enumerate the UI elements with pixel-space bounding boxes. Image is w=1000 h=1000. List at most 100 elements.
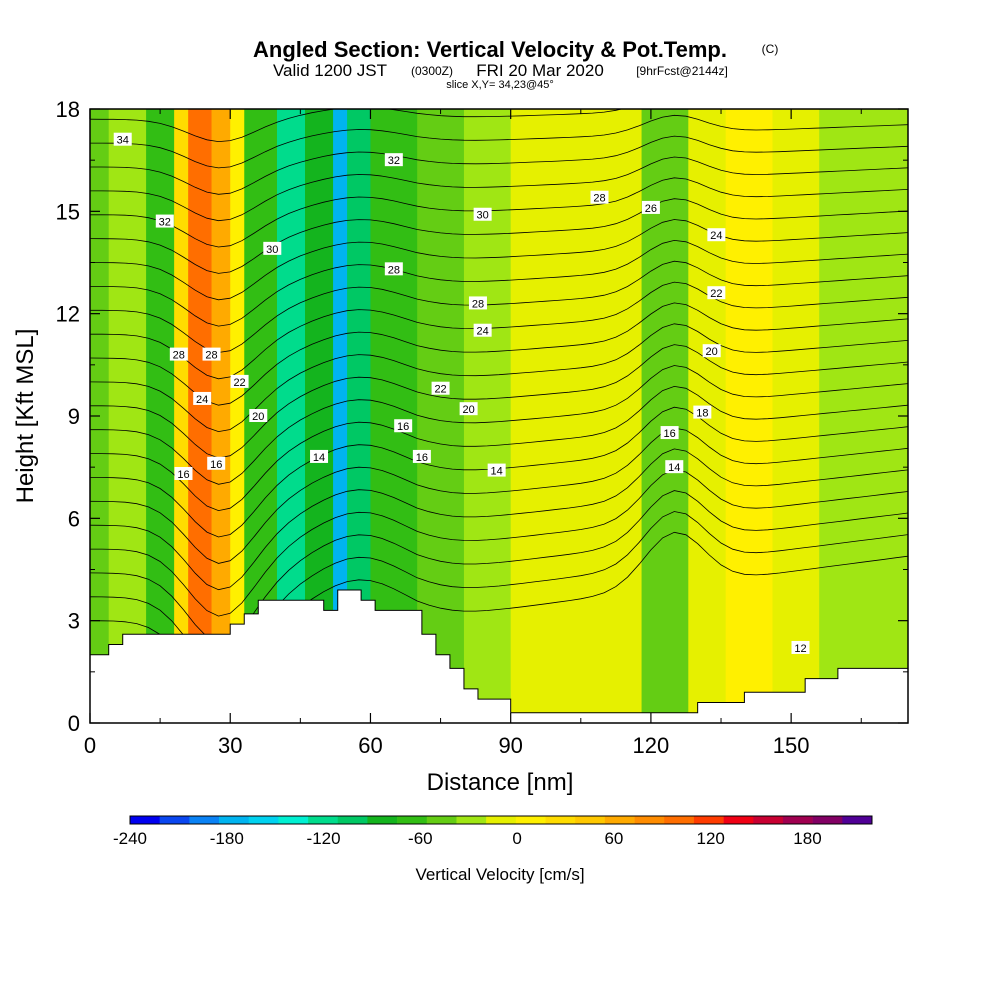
copyright-mark: (C): [762, 42, 779, 56]
plot-area: 34 32 30 32 30 28 28 26 24 22 20 18 16 14 28 28 24 22 20 16…: [90, 109, 908, 723]
theta-contour-9: [90, 344, 908, 459]
y-tick-label-18: 18: [56, 97, 80, 122]
velocity-band-5: [211, 109, 231, 723]
theta-contour-20: [90, 114, 908, 169]
contour-label-bg-1: [155, 214, 174, 228]
contour-label-1: 32: [159, 217, 171, 229]
contour-label-2: 30: [266, 244, 278, 256]
colorbar-swatch-2: [189, 816, 220, 824]
colorbar-swatch-12: [486, 816, 517, 824]
colorbar-swatch-21: [753, 816, 784, 824]
theta-contour-10: [90, 323, 908, 433]
contour-label-10: 20: [706, 346, 718, 358]
theta-contour-7: [90, 385, 908, 512]
terrain: [90, 589, 908, 723]
contour-label-4: 30: [477, 210, 489, 222]
colorbar-swatch-20: [723, 816, 754, 824]
contour-label-19: 16: [177, 469, 189, 481]
y-axis: 0 3 6 9 12 15 18: [56, 97, 908, 736]
y-tick-label-0: 0: [68, 711, 80, 736]
contour-label-24: 22: [434, 384, 446, 396]
x-tick-label-150: 150: [773, 733, 810, 758]
contour-label-9: 22: [710, 288, 722, 300]
contour-label-bg-14: [169, 347, 188, 361]
theta-contour-17: [90, 177, 908, 248]
contour-label-5: 28: [388, 264, 400, 276]
contour-label-bg-28: [487, 463, 506, 477]
y-tick-label-15: 15: [56, 199, 80, 224]
theta-contour-4: [90, 448, 908, 591]
colorbar-swatch-13: [515, 816, 546, 824]
colorbar-tick-label-5: 60: [604, 829, 623, 848]
colorbar-tick-label-6: 120: [697, 829, 725, 848]
x-tick-label-60: 60: [358, 733, 382, 758]
theta-contour-5: [90, 427, 908, 564]
y-axis-label: Height [Kft MSL]: [12, 329, 39, 504]
contour-label-bg-18: [249, 409, 268, 422]
contour-label-bg-26: [394, 419, 413, 433]
contour-label-26: 16: [397, 421, 409, 433]
velocity-band-1: [108, 109, 147, 723]
contour-label-bg-4: [473, 207, 492, 221]
contour-label-bg-13: [665, 460, 684, 474]
colorbar-swatch-5: [278, 816, 309, 824]
y-tick-label-9: 9: [68, 404, 80, 429]
contour-label-20: 16: [210, 459, 222, 471]
velocity-band-6: [230, 109, 245, 723]
velocity-band-11: [347, 109, 371, 723]
colorbar-swatch-11: [456, 816, 487, 824]
theta-contour-12: [90, 281, 908, 380]
contour-label-bg-8: [707, 228, 726, 242]
contour-label-bg-27: [412, 449, 431, 463]
contour-label-bg-7: [641, 200, 660, 214]
contour-label-bg-23: [473, 323, 492, 337]
colorbar-tick-label-7: 180: [793, 829, 821, 848]
contour-label-27: 16: [416, 452, 428, 464]
y-tick-label-3: 3: [68, 609, 80, 634]
x-axis: 0 30 60 90 120 150: [84, 109, 862, 758]
contour-label-21: 14: [313, 452, 325, 464]
theta-contour-labels: 34 32 30 32 30 28 28 26 24 22 20 18 16 14 28 28 24 22 20 16…: [113, 132, 810, 655]
velocity-band-4: [188, 109, 213, 723]
contour-label-bg-3: [384, 153, 403, 167]
contour-label-bg-16: [193, 391, 212, 405]
theta-contour-15: [90, 219, 908, 301]
colorbar-tick-label-4: 0: [512, 829, 521, 848]
contour-label-0: 34: [117, 135, 129, 147]
velocity-band-10: [333, 109, 348, 723]
velocity-band-15: [510, 109, 643, 723]
utc-time: (0300Z): [411, 64, 453, 78]
contour-label-16: 24: [196, 394, 208, 406]
valid-time: Valid 1200 JST: [273, 61, 387, 80]
theta-contour-16: [90, 198, 908, 274]
contour-label-bg-11: [693, 405, 712, 419]
colorbar-swatch-15: [575, 816, 606, 824]
contour-label-bg-20: [207, 456, 226, 470]
contour-label-28: 14: [491, 466, 503, 478]
contour-label-bg-29: [791, 640, 810, 654]
colorbar-swatch-1: [159, 816, 190, 824]
colorbar-swatch-16: [604, 816, 635, 824]
theta-contour-18: [90, 156, 908, 222]
colorbar-swatch-4: [248, 816, 279, 824]
contour-label-bg-6: [590, 190, 609, 204]
forecast-date: FRI 20 Mar 2020: [476, 61, 604, 80]
colorbar-frame: [129, 815, 873, 825]
theta-contour-21: [90, 109, 624, 143]
contour-label-25: 20: [462, 404, 474, 416]
contour-label-bg-17: [230, 374, 249, 388]
contour-label-13: 14: [668, 462, 680, 474]
theta-contour-19: [90, 135, 908, 195]
colorbar-swatch-17: [634, 816, 665, 824]
contour-label-8: 24: [710, 230, 722, 242]
contour-label-bg-21: [310, 449, 329, 463]
forecast-info: [9hrFcst@2144z]: [636, 64, 728, 78]
colorbar-swatch-0: [130, 816, 160, 824]
contour-label-6: 28: [593, 193, 605, 205]
velocity-band-18: [725, 109, 773, 723]
colorbar-swatch-19: [693, 816, 724, 824]
contour-label-bg-5: [384, 262, 403, 276]
x-tick-label-0: 0: [84, 733, 96, 758]
colorbar-title: Vertical Velocity [cm/s]: [415, 865, 584, 884]
